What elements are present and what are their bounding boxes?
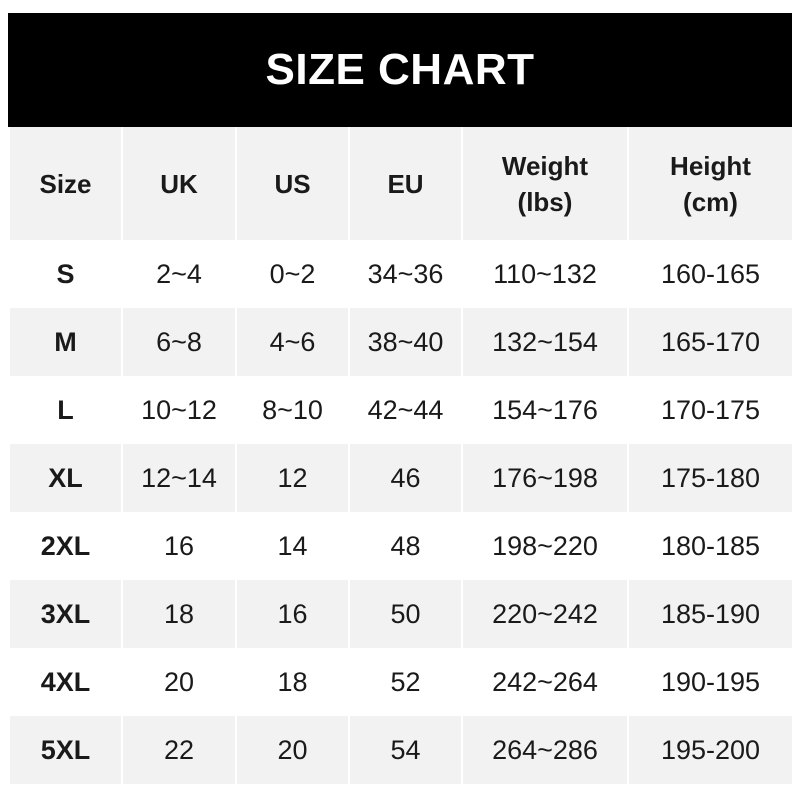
table-cell: 12~14: [121, 444, 237, 512]
table-cell: 54: [348, 716, 463, 784]
column-header: Height (cm): [627, 127, 794, 240]
table-row: S 2~4 0~2 34~36 110~132 160-165: [8, 240, 794, 308]
table-cell: 20: [121, 648, 237, 716]
table-cell: 10~12: [121, 376, 237, 444]
table-cell: 12: [235, 444, 350, 512]
size-chart: SIZE CHART Size UK US EU Weight (lbs) Height …: [8, 13, 794, 784]
table-cell: 8~10: [235, 376, 350, 444]
table-cell: 180-185: [627, 512, 794, 580]
table-cell: 154~176: [461, 376, 629, 444]
table-row: 3XL 18 16 50 220~242 185-190: [8, 580, 794, 648]
table-cell: 242~264: [461, 648, 629, 716]
table-cell: 16: [235, 580, 350, 648]
table-cell: 50: [348, 580, 463, 648]
column-header: US: [235, 127, 350, 240]
size-table: Size UK US EU Weight (lbs) Height (cm) S 2~4 0~2…: [8, 127, 794, 784]
size-label: 3XL: [8, 580, 123, 648]
table-cell: 34~36: [348, 240, 463, 308]
table-cell: 110~132: [461, 240, 629, 308]
column-header: UK: [121, 127, 237, 240]
table-cell: 2~4: [121, 240, 237, 308]
table-cell: 190-195: [627, 648, 794, 716]
table-cell: 18: [235, 648, 350, 716]
size-label: 5XL: [8, 716, 123, 784]
table-cell: 42~44: [348, 376, 463, 444]
table-row: M 6~8 4~6 38~40 132~154 165-170: [8, 308, 794, 376]
chart-title: SIZE CHART: [8, 13, 792, 127]
table-cell: 176~198: [461, 444, 629, 512]
table-cell: 0~2: [235, 240, 350, 308]
table-row: 4XL 20 18 52 242~264 190-195: [8, 648, 794, 716]
table-cell: 185-190: [627, 580, 794, 648]
table-cell: 6~8: [121, 308, 237, 376]
table-row: 2XL 16 14 48 198~220 180-185: [8, 512, 794, 580]
table-cell: 52: [348, 648, 463, 716]
table-cell: 16: [121, 512, 237, 580]
column-header: Weight (lbs): [461, 127, 629, 240]
column-header: EU: [348, 127, 463, 240]
table-cell: 195-200: [627, 716, 794, 784]
size-label: XL: [8, 444, 123, 512]
table-cell: 132~154: [461, 308, 629, 376]
size-label: 2XL: [8, 512, 123, 580]
table-cell: 18: [121, 580, 237, 648]
size-label: M: [8, 308, 123, 376]
size-label: L: [8, 376, 123, 444]
table-row: 5XL 22 20 54 264~286 195-200: [8, 716, 794, 784]
table-cell: 160-165: [627, 240, 794, 308]
table-cell: 48: [348, 512, 463, 580]
table-cell: 20: [235, 716, 350, 784]
table-cell: 46: [348, 444, 463, 512]
table-cell: 220~242: [461, 580, 629, 648]
table-cell: 14: [235, 512, 350, 580]
table-cell: 198~220: [461, 512, 629, 580]
table-cell: 165-170: [627, 308, 794, 376]
size-label: 4XL: [8, 648, 123, 716]
table-cell: 38~40: [348, 308, 463, 376]
table-cell: 22: [121, 716, 237, 784]
column-header: Size: [8, 127, 123, 240]
table-cell: 170-175: [627, 376, 794, 444]
table-row: L 10~12 8~10 42~44 154~176 170-175: [8, 376, 794, 444]
header-row: Size UK US EU Weight (lbs) Height (cm): [8, 127, 794, 240]
size-label: S: [8, 240, 123, 308]
table-row: XL 12~14 12 46 176~198 175-180: [8, 444, 794, 512]
table-cell: 4~6: [235, 308, 350, 376]
table-cell: 175-180: [627, 444, 794, 512]
table-cell: 264~286: [461, 716, 629, 784]
